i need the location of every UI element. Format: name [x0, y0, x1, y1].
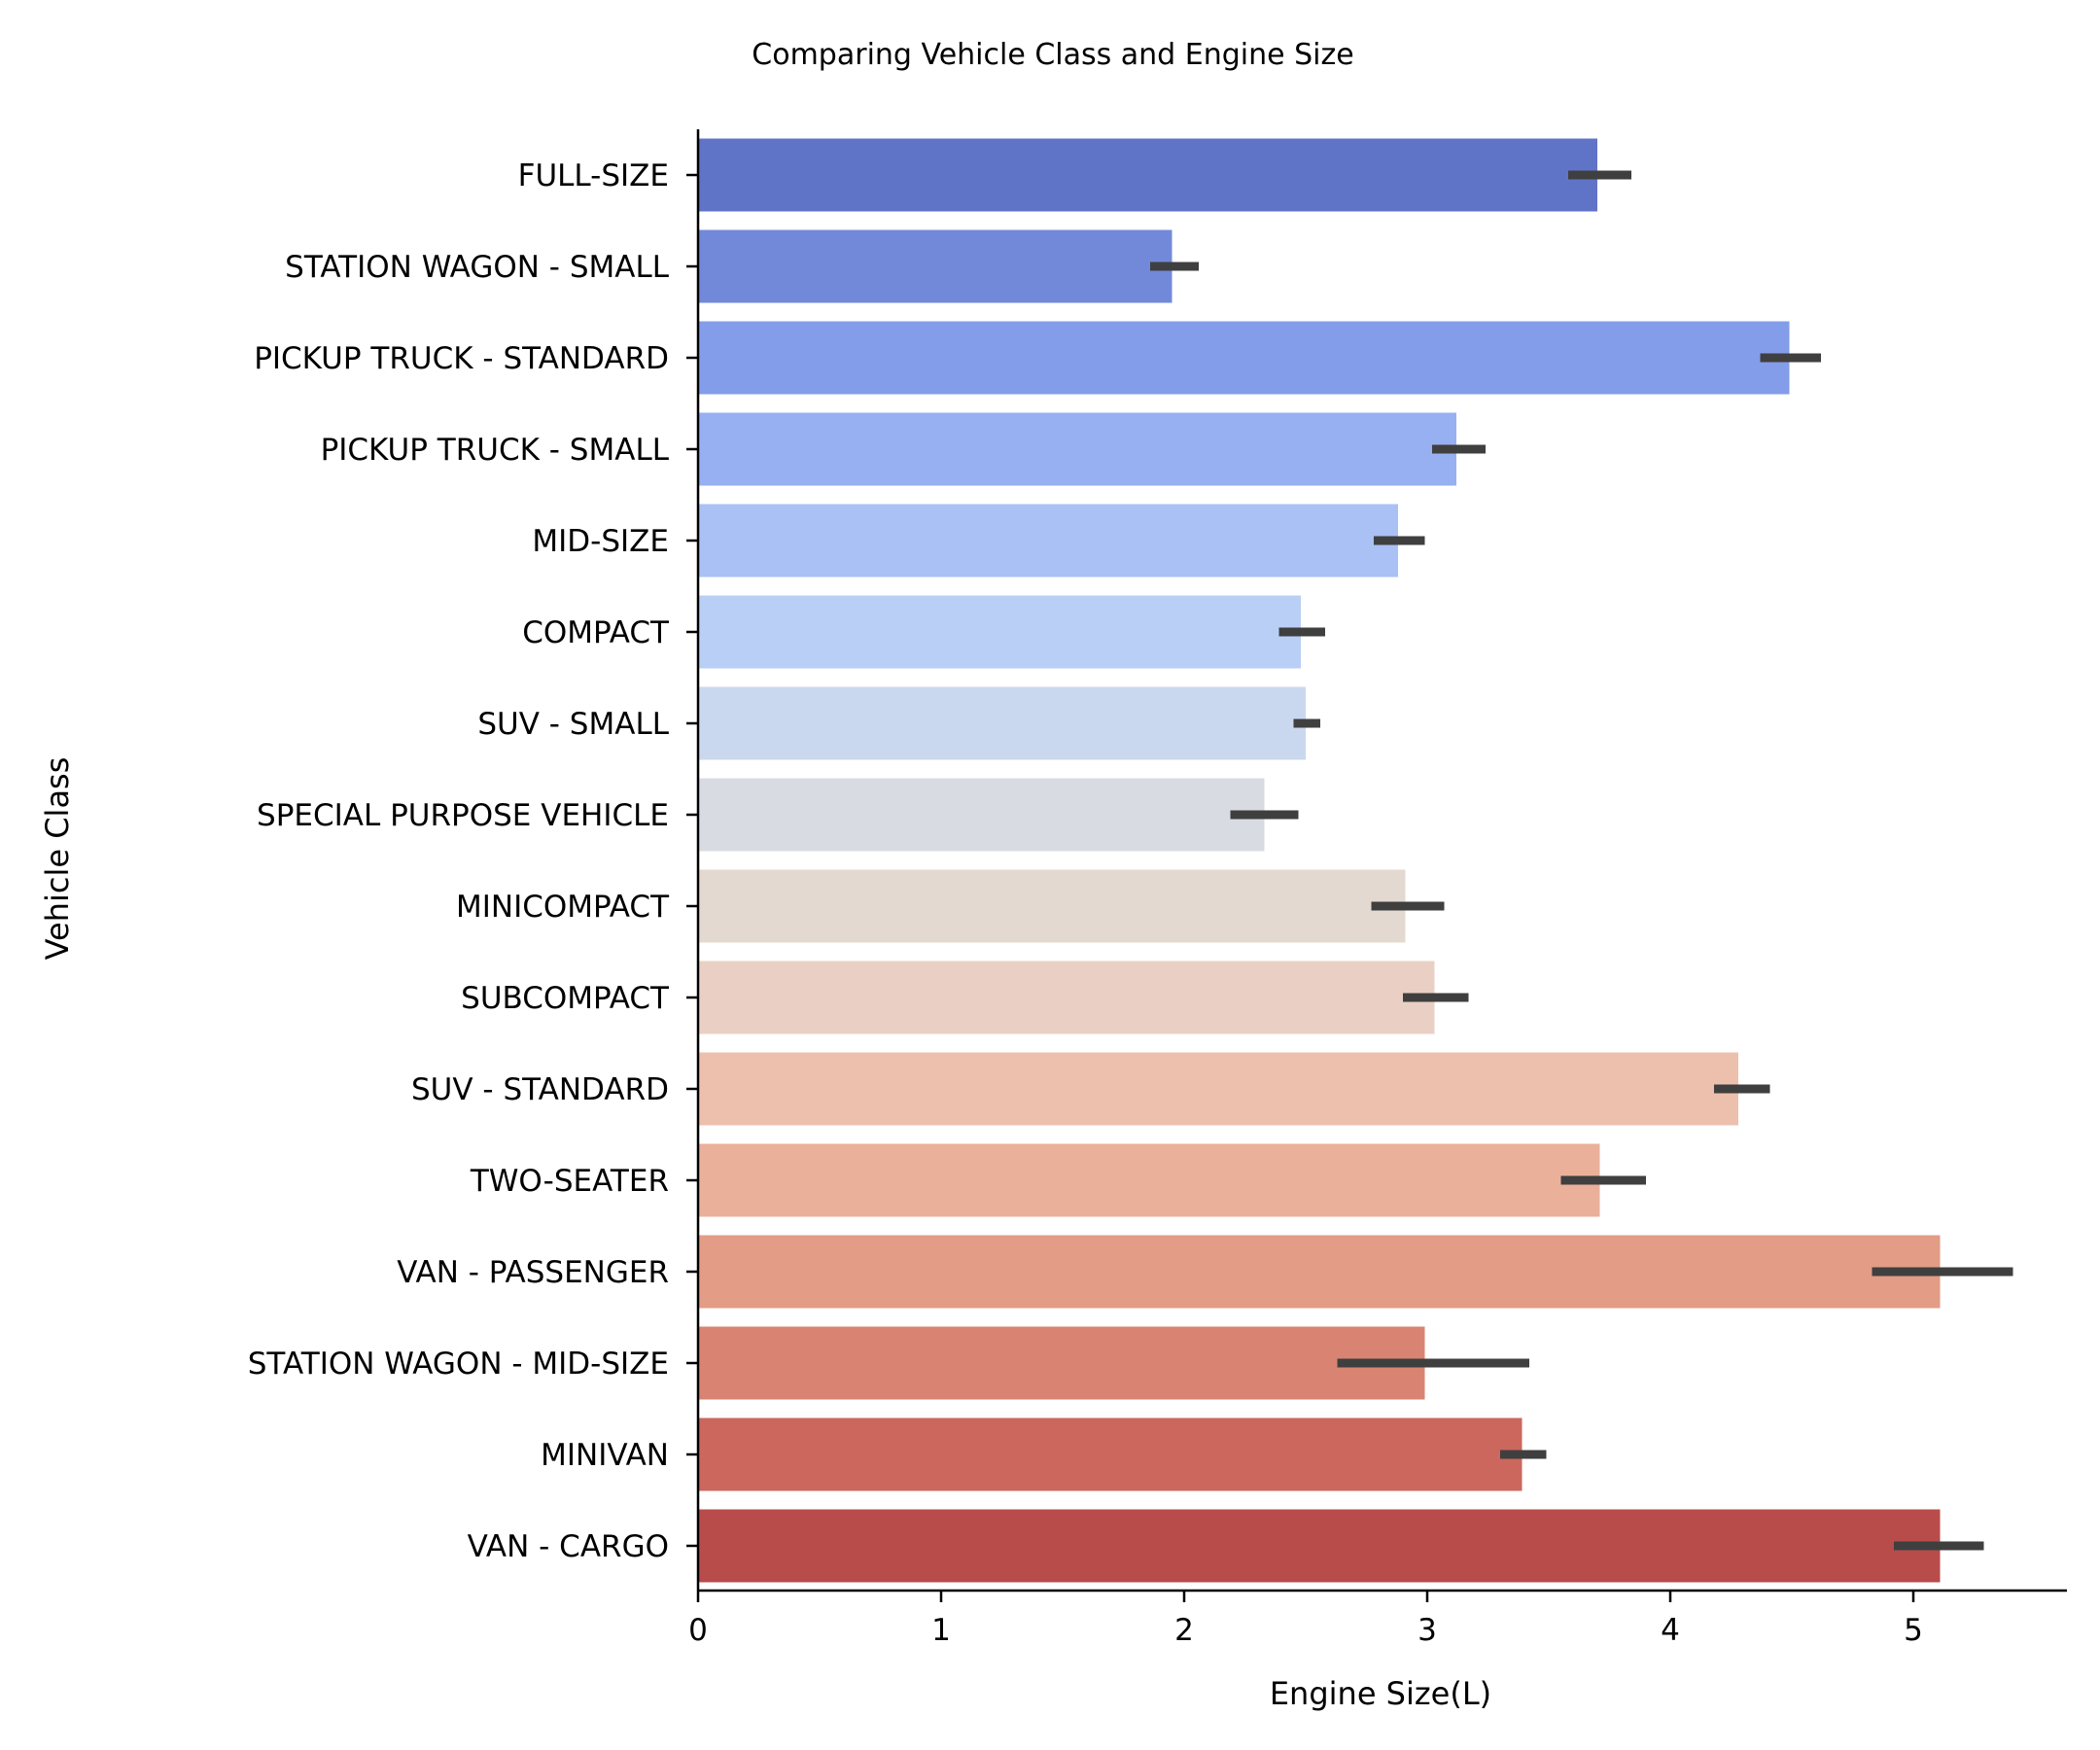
y-tick-label: PICKUP TRUCK - SMALL [321, 433, 670, 468]
bar [698, 1326, 1425, 1400]
bar [698, 869, 1406, 943]
plot-area: FULL-SIZE STATION WAGON - SMALL PICKUP TRU… [248, 138, 2013, 1648]
x-tick-label: 5 [1904, 1613, 1923, 1648]
y-tick-label: MID-SIZE [532, 524, 669, 559]
bar [698, 321, 1790, 395]
bar [698, 778, 1265, 852]
y-tick-label: VAN - PASSENGER [397, 1255, 669, 1290]
x-tick-label: 0 [688, 1613, 708, 1648]
y-axis-label: Vehicle Class [39, 757, 76, 961]
y-tick-label: STATION WAGON - MID-SIZE [248, 1347, 669, 1382]
chart-title: Comparing Vehicle Class and Engine Size [752, 38, 1353, 72]
bar [698, 138, 1597, 212]
bar [698, 1235, 1941, 1309]
bar [698, 686, 1306, 760]
y-tick-label: TWO-SEATER [470, 1164, 669, 1199]
x-axis-label: Engine Size(L) [1270, 1675, 1491, 1712]
bar [698, 229, 1172, 303]
x-tick-label: 4 [1661, 1613, 1680, 1648]
y-tick-label: SUBCOMPACT [461, 981, 670, 1016]
bar [698, 1052, 1738, 1126]
y-tick-label: FULL-SIZE [518, 158, 669, 193]
bar [698, 412, 1456, 486]
x-tick-label: 1 [931, 1613, 951, 1648]
y-tick-label: SUV - SMALL [477, 707, 669, 742]
y-tick-label: STATION WAGON - SMALL [285, 250, 670, 285]
y-tick-label: MINICOMPACT [456, 890, 670, 925]
bar [698, 1143, 1600, 1217]
bar [698, 1418, 1522, 1491]
y-tick-label: SUV - STANDARD [411, 1072, 669, 1107]
x-tick-label: 2 [1174, 1613, 1194, 1648]
y-tick-label: VAN - CARGO [468, 1529, 669, 1564]
y-tick-label: SPECIAL PURPOSE VEHICLE [257, 798, 669, 833]
x-tick-label: 3 [1418, 1613, 1437, 1648]
y-tick-label: PICKUP TRUCK - STANDARD [254, 341, 669, 376]
bar [698, 504, 1398, 578]
bar [698, 961, 1435, 1034]
bar [698, 1509, 1941, 1583]
y-tick-label: COMPACT [522, 615, 670, 650]
y-tick-label: MINIVAN [541, 1438, 669, 1473]
bar [698, 595, 1301, 669]
